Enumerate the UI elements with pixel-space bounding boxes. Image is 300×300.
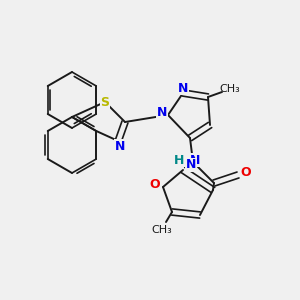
Text: N: N (190, 154, 200, 166)
Text: O: O (150, 178, 160, 190)
Text: O: O (241, 167, 251, 179)
Text: N: N (178, 82, 188, 94)
Text: CH₃: CH₃ (220, 84, 240, 94)
Text: N: N (186, 158, 196, 172)
Text: H: H (174, 154, 184, 166)
Text: N: N (115, 140, 125, 152)
Text: S: S (100, 95, 109, 109)
Text: CH₃: CH₃ (152, 225, 172, 235)
Text: N: N (157, 106, 167, 118)
